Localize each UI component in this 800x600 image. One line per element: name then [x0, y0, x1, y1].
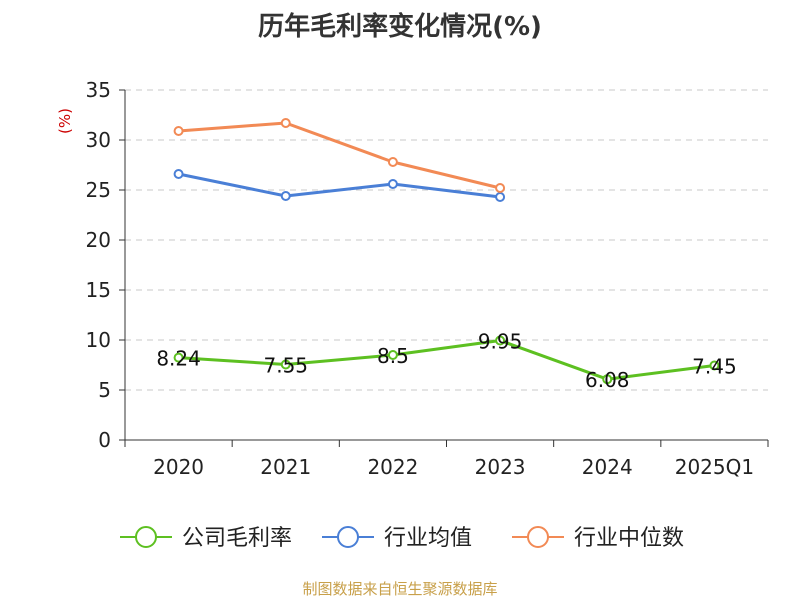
data-label: 8.24: [156, 347, 201, 371]
legend-marker: [527, 526, 549, 548]
y-tick-label: 10: [86, 328, 111, 352]
y-tick-label: 20: [86, 228, 111, 252]
source-note: 制图数据来自恒生聚源数据库: [302, 580, 498, 598]
x-tick-label: 2022: [367, 455, 418, 479]
data-point: [602, 374, 613, 385]
data-label: 7.45: [692, 355, 737, 379]
data-point: [387, 179, 398, 189]
data-point: [495, 183, 506, 193]
data-point: [173, 169, 184, 179]
x-tick-label: 2023: [475, 455, 526, 479]
y-tick-label: 25: [86, 178, 111, 202]
data-label: 6.08: [585, 368, 630, 392]
data-label: 9.95: [478, 330, 523, 354]
data-point: [173, 352, 184, 363]
legend-marker: [337, 526, 359, 548]
chart-title: 历年毛利率变化情况(%): [258, 12, 542, 42]
data-point: [387, 350, 398, 360]
legend-label: 行业均值: [384, 526, 472, 551]
x-tick-label: 2025Q1: [675, 455, 754, 479]
x-tick-label: 2020: [153, 455, 204, 479]
y-tick-label: 5: [98, 378, 111, 402]
series-line: [178, 121, 501, 190]
y-tick-label: 0: [98, 428, 111, 452]
data-point: [495, 335, 506, 346]
y-tick-label: 15: [86, 278, 111, 302]
data-point: [280, 359, 291, 370]
data-label: 7.55: [263, 354, 308, 378]
legend-label: 行业中位数: [574, 526, 684, 551]
legend-label: 公司毛利率: [182, 526, 292, 551]
x-tick-label: 2024: [582, 455, 633, 479]
x-tick-label: 2021: [260, 455, 311, 479]
data-point: [280, 118, 291, 128]
data-label: 8.5: [377, 344, 409, 368]
y-tick-label: 35: [86, 78, 111, 102]
data-point: [173, 126, 184, 136]
series-line: [178, 172, 501, 199]
series-line: [178, 339, 715, 381]
data-point: [280, 191, 291, 201]
data-point: [387, 157, 398, 167]
legend-marker: [135, 526, 157, 548]
data-point: [709, 360, 720, 371]
y-tick-label: 30: [86, 128, 111, 152]
data-point: [495, 192, 506, 202]
